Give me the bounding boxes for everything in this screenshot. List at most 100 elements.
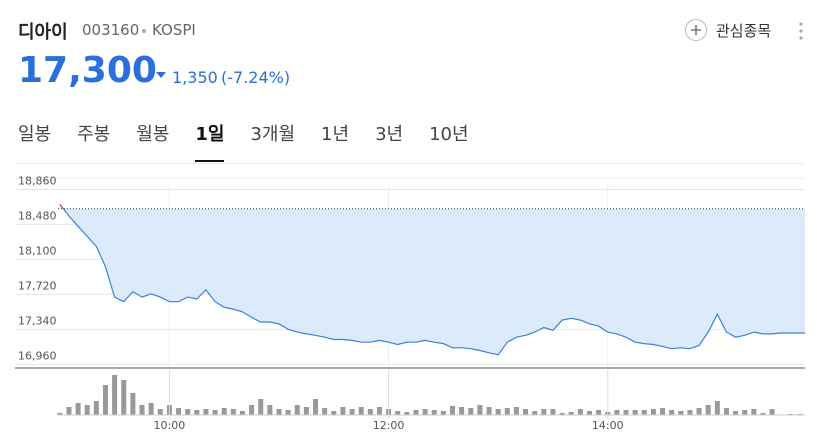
volume-bar bbox=[249, 405, 255, 415]
period-tab[interactable]: 1일 bbox=[195, 120, 225, 162]
volume-bar bbox=[705, 405, 711, 415]
volume-bar bbox=[760, 413, 766, 415]
stock-name: 디아이 bbox=[18, 22, 68, 43]
price: 17,300 bbox=[18, 50, 157, 91]
volume-bar bbox=[276, 409, 282, 415]
volume-bar bbox=[358, 407, 364, 415]
change: 1,350 bbox=[172, 68, 218, 87]
volume-bar bbox=[57, 413, 63, 415]
chart: 16,960 17,340 17,720 18,100 18,480 18,860 10:0… bbox=[15, 174, 806, 432]
volume-bar bbox=[112, 375, 118, 415]
volume-bar bbox=[239, 411, 245, 415]
y-tick-label: 17,340 bbox=[18, 314, 57, 327]
period-tab[interactable]: 주봉 bbox=[77, 124, 111, 145]
y-tick-label: 17,720 bbox=[18, 279, 57, 292]
volume-bar bbox=[586, 411, 592, 415]
volume-bar bbox=[450, 406, 456, 415]
volume-bar bbox=[733, 411, 739, 415]
volume-bar bbox=[623, 410, 629, 415]
volume-bar bbox=[495, 409, 501, 415]
change-percent: (-7.24%) bbox=[221, 68, 291, 87]
down-arrow bbox=[156, 72, 166, 78]
volume-bar bbox=[486, 407, 492, 415]
volume-bar bbox=[303, 407, 309, 415]
volume-bar bbox=[504, 408, 510, 415]
volume-bar bbox=[93, 401, 99, 415]
volume-bar bbox=[614, 410, 620, 415]
y-tick-label: 16,960 bbox=[18, 349, 57, 362]
volume-bar bbox=[349, 409, 355, 415]
period-tab[interactable]: 3년 bbox=[375, 124, 404, 145]
volume-bar bbox=[650, 409, 656, 415]
volume-bar bbox=[769, 409, 775, 415]
volume-bar bbox=[395, 411, 401, 415]
x-tick-label: 14:00 bbox=[592, 419, 624, 432]
volume-bar bbox=[121, 380, 127, 415]
volume-bar bbox=[742, 410, 748, 415]
volume-bar bbox=[513, 407, 519, 415]
volume-bar bbox=[559, 413, 565, 415]
period-tab[interactable]: 3개월 bbox=[250, 124, 296, 145]
watch-button[interactable]: 관심종목 bbox=[716, 22, 772, 40]
volume-bar bbox=[687, 410, 693, 415]
volume-bar bbox=[468, 408, 474, 415]
volume-bar bbox=[550, 409, 556, 415]
volume-bar bbox=[714, 401, 720, 415]
volume-bar bbox=[331, 411, 337, 415]
volume-bar bbox=[340, 407, 346, 415]
volume-bar bbox=[130, 393, 136, 415]
volume-bar bbox=[75, 403, 81, 415]
volume-bar bbox=[313, 399, 319, 415]
volume-bar bbox=[751, 409, 757, 415]
volume-bar bbox=[678, 411, 684, 415]
volume-bar bbox=[431, 410, 437, 415]
volume-bar bbox=[669, 410, 675, 415]
volume-bar bbox=[440, 411, 446, 415]
volume-bar bbox=[203, 409, 209, 415]
volume-bar bbox=[696, 408, 702, 415]
volume-bar bbox=[422, 409, 428, 415]
volume-bar bbox=[577, 409, 583, 415]
volume-bar bbox=[660, 408, 666, 415]
volume-bar bbox=[459, 407, 465, 415]
volume-bar bbox=[258, 399, 264, 415]
volume-bar bbox=[267, 405, 273, 415]
volume-bar bbox=[230, 409, 236, 415]
volume-bar bbox=[102, 385, 108, 415]
y-tick-label: 18,860 bbox=[18, 174, 57, 187]
volume-bar bbox=[568, 412, 574, 415]
volume-bar bbox=[367, 409, 373, 415]
volume-bar bbox=[413, 410, 419, 415]
divider bbox=[18, 163, 805, 164]
volume-bar bbox=[285, 410, 291, 415]
period-tab[interactable]: 월봉 bbox=[136, 124, 170, 145]
period-tabs: 일봉 주봉 월봉 1일 3개월 1년 3년 10년 bbox=[18, 120, 495, 162]
volume-bar bbox=[723, 408, 729, 415]
volume-bar bbox=[376, 407, 382, 415]
add-watch-icon[interactable] bbox=[684, 18, 708, 42]
period-tab[interactable]: 10년 bbox=[429, 124, 469, 145]
volume-bar bbox=[148, 403, 154, 415]
period-tab[interactable]: 1년 bbox=[321, 124, 350, 145]
volume-bar bbox=[596, 410, 602, 415]
volume-bar bbox=[523, 409, 529, 415]
volume-bar bbox=[641, 410, 647, 415]
volume-bar bbox=[532, 411, 538, 415]
x-tick-label: 12:00 bbox=[373, 419, 405, 432]
market: KOSPI bbox=[152, 21, 196, 39]
volume-bar bbox=[176, 408, 182, 415]
price-line bbox=[59, 203, 800, 356]
volume-bar bbox=[157, 409, 163, 415]
volume-bar bbox=[477, 405, 483, 415]
area-fill bbox=[59, 204, 806, 355]
more-menu[interactable] bbox=[797, 20, 805, 42]
y-tick-label: 18,480 bbox=[18, 209, 57, 222]
volume-bar bbox=[294, 405, 300, 415]
stock-code: 003160 bbox=[82, 21, 140, 39]
volume-bar bbox=[404, 412, 410, 415]
volume-bar bbox=[541, 409, 547, 415]
period-tab[interactable]: 일봉 bbox=[18, 124, 52, 145]
volume-bar bbox=[84, 405, 90, 415]
y-tick-label: 18,100 bbox=[18, 244, 57, 257]
